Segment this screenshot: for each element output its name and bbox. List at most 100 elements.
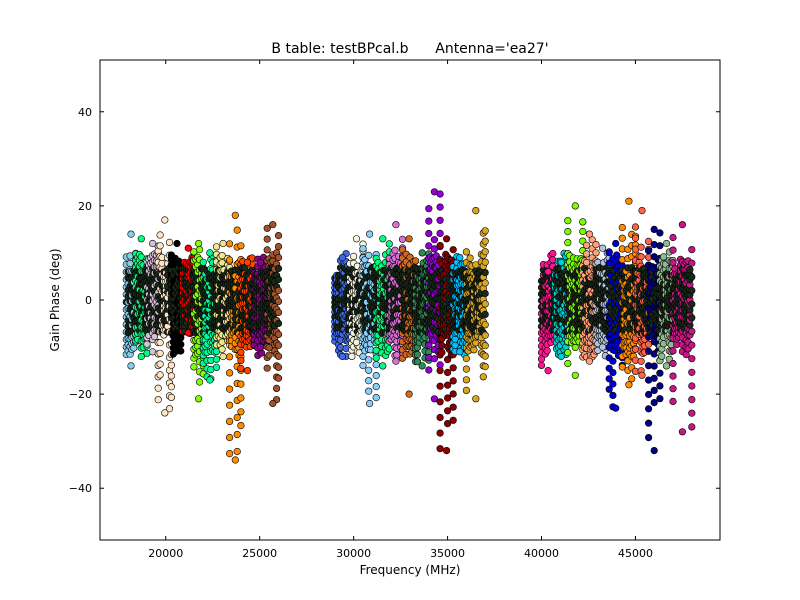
- data-point: [274, 275, 283, 284]
- data-point: [656, 369, 664, 377]
- data-point: [481, 237, 489, 245]
- data-point: [263, 246, 271, 254]
- data-point: [274, 363, 283, 371]
- data-point: [436, 382, 444, 390]
- data-point: [226, 353, 234, 361]
- data-point: [436, 216, 444, 224]
- data-point: [237, 348, 245, 357]
- data-point: [274, 319, 283, 328]
- data-point: [571, 343, 579, 352]
- data-point: [265, 351, 273, 359]
- data-point: [177, 340, 185, 349]
- data-point: [582, 250, 591, 258]
- data-point: [154, 396, 162, 404]
- data-point: [161, 216, 169, 224]
- data-point: [598, 343, 607, 351]
- x-tick-label: 25000: [242, 547, 277, 560]
- data-point: [644, 434, 653, 442]
- data-point: [243, 258, 252, 267]
- data-point: [156, 231, 164, 239]
- data-point: [609, 357, 617, 365]
- data-point: [481, 300, 489, 308]
- data-point: [481, 363, 489, 371]
- data-point: [688, 368, 696, 376]
- data-point: [638, 371, 646, 379]
- data-point: [557, 352, 565, 361]
- y-axis-label: Gain Phase (deg): [48, 248, 62, 351]
- data-point: [644, 390, 653, 399]
- data-point: [669, 397, 677, 406]
- data-point: [688, 259, 696, 267]
- data-point: [449, 416, 457, 424]
- data-point: [462, 354, 471, 363]
- data-point: [650, 374, 658, 382]
- data-point: [678, 221, 687, 229]
- data-point: [544, 268, 552, 276]
- data-point: [436, 445, 444, 453]
- data-point: [372, 354, 380, 362]
- data-point: [688, 273, 696, 281]
- data-point: [196, 378, 204, 386]
- data-point: [425, 205, 433, 213]
- data-point: [263, 224, 271, 232]
- data-point: [237, 356, 245, 365]
- data-point: [662, 362, 671, 370]
- data-point: [609, 380, 617, 388]
- y-tick-label: 0: [85, 294, 92, 307]
- data-point: [462, 248, 471, 256]
- data-point: [557, 258, 565, 267]
- data-point: [436, 229, 444, 237]
- data-point: [669, 359, 677, 368]
- data-point: [443, 235, 451, 243]
- data-point: [582, 258, 591, 267]
- data-point: [462, 386, 471, 395]
- data-point: [226, 369, 234, 377]
- data-point: [161, 409, 169, 417]
- data-point: [365, 356, 373, 364]
- data-point: [579, 218, 587, 226]
- data-point: [688, 423, 696, 431]
- data-point: [688, 300, 696, 308]
- data-point: [365, 377, 373, 385]
- y-tick-label: −20: [69, 388, 92, 401]
- data-point: [219, 352, 227, 361]
- data-point: [585, 357, 594, 365]
- data-point: [274, 232, 283, 240]
- data-point: [436, 398, 444, 406]
- data-point: [656, 242, 664, 250]
- data-point: [263, 364, 271, 372]
- x-tick-label: 40000: [524, 547, 559, 560]
- data-point: [126, 259, 134, 268]
- data-point: [237, 394, 245, 402]
- data-point: [257, 258, 265, 267]
- data-point: [274, 330, 283, 339]
- data-point: [678, 428, 687, 436]
- data-point: [391, 246, 399, 254]
- x-axis-label: Frequency (MHz): [360, 563, 461, 577]
- data-point: [479, 373, 487, 381]
- data-point: [564, 349, 572, 357]
- data-point: [612, 404, 620, 412]
- data-point: [366, 230, 374, 238]
- data-point: [359, 245, 367, 253]
- data-point: [669, 259, 677, 267]
- data-point: [206, 249, 214, 257]
- x-tick-label: 35000: [430, 547, 465, 560]
- data-point: [481, 227, 489, 235]
- data-point: [650, 362, 658, 370]
- data-point: [436, 429, 444, 437]
- data-point: [218, 252, 226, 260]
- data-point: [156, 339, 164, 347]
- data-point: [184, 244, 192, 252]
- data-point: [481, 331, 489, 339]
- data-point: [688, 409, 696, 417]
- data-point: [481, 289, 489, 298]
- data-point: [195, 395, 203, 403]
- data-point: [226, 240, 234, 248]
- data-point: [237, 380, 245, 388]
- data-point: [177, 347, 185, 355]
- data-point: [686, 266, 694, 274]
- data-point: [258, 349, 266, 357]
- data-point: [650, 225, 658, 233]
- data-point: [156, 349, 164, 357]
